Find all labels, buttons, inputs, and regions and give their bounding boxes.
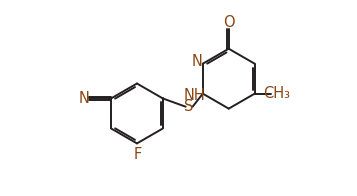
Text: S: S xyxy=(185,99,194,114)
Text: F: F xyxy=(134,147,142,162)
Text: N: N xyxy=(79,91,89,106)
Text: N: N xyxy=(192,54,202,69)
Text: O: O xyxy=(223,15,235,30)
Text: NH: NH xyxy=(184,88,206,103)
Text: CH₃: CH₃ xyxy=(263,86,290,101)
